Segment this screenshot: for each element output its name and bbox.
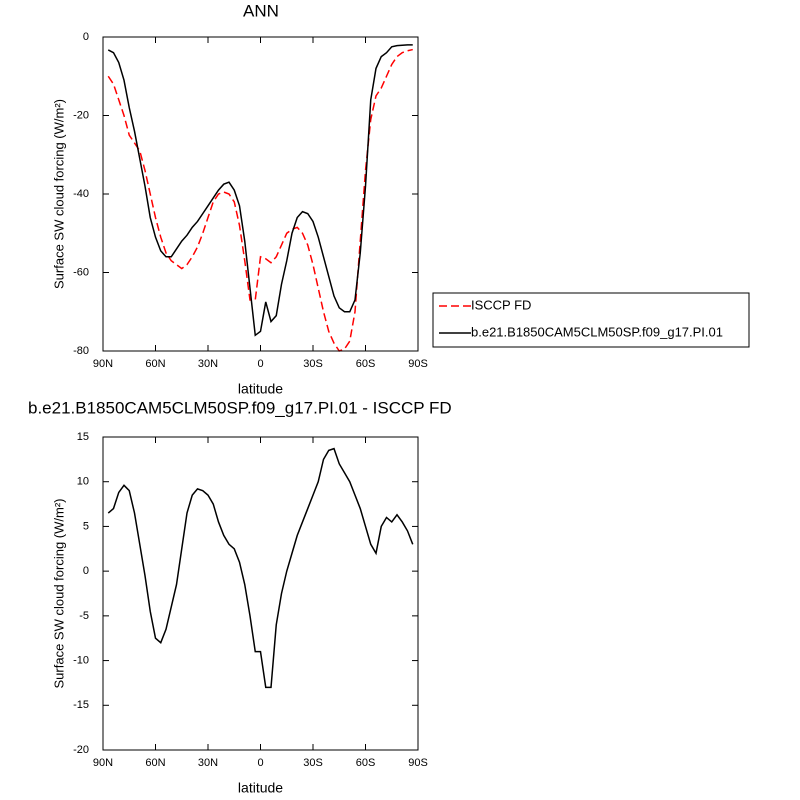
y-axis-label: Surface SW cloud forcing (W/m²) [51, 499, 66, 689]
x-axis-label: latitude [238, 780, 283, 796]
x-tick-label: 30N [198, 757, 218, 769]
plot-frame [102, 436, 419, 751]
y-tick-label: -20 [73, 109, 89, 121]
legend-box [432, 292, 750, 348]
y-axis-label: Surface SW cloud forcing (W/m²) [51, 99, 66, 289]
y-tick-label: 0 [83, 565, 89, 577]
x-tick-label: 60S [356, 757, 376, 769]
x-tick-label: 30S [303, 358, 323, 370]
x-tick-label: 60N [145, 757, 165, 769]
legend-label: ISCCP FD [471, 297, 531, 312]
y-tick-label: 15 [77, 431, 89, 443]
legend-label: b.e21.B1850CAM5CLM50SP.f09_g17.PI.01 [471, 324, 723, 339]
chart-title: ANN [243, 1, 279, 20]
y-tick-label: 10 [77, 476, 89, 488]
data-line [107, 447, 414, 689]
y-tick-label: 0 [83, 31, 89, 43]
y-tick-label: -20 [73, 744, 89, 756]
x-tick-label: 90S [408, 358, 428, 370]
y-tick-label: -15 [73, 699, 89, 711]
data-line [107, 48, 413, 352]
y-tick-label: -60 [73, 266, 89, 278]
y-tick-label: -80 [73, 345, 89, 357]
y-tick-label: -5 [79, 610, 89, 622]
x-tick-label: 30N [198, 358, 218, 370]
x-tick-label: 0 [257, 757, 263, 769]
x-tick-label: 60N [145, 358, 165, 370]
x-tick-label: 90N [93, 757, 113, 769]
y-tick-label: 5 [83, 520, 89, 532]
x-tick-label: 90N [93, 358, 113, 370]
x-tick-label: 30S [303, 757, 323, 769]
chart-title: b.e21.B1850CAM5CLM50SP.f09_g17.PI.01 - I… [28, 398, 452, 417]
x-tick-label: 90S [408, 757, 428, 769]
data-line [107, 44, 413, 337]
x-tick-label: 0 [257, 358, 263, 370]
y-tick-label: -10 [73, 654, 89, 666]
x-axis-label: latitude [238, 381, 283, 397]
y-tick-label: -40 [73, 188, 89, 200]
x-tick-label: 60S [356, 358, 376, 370]
